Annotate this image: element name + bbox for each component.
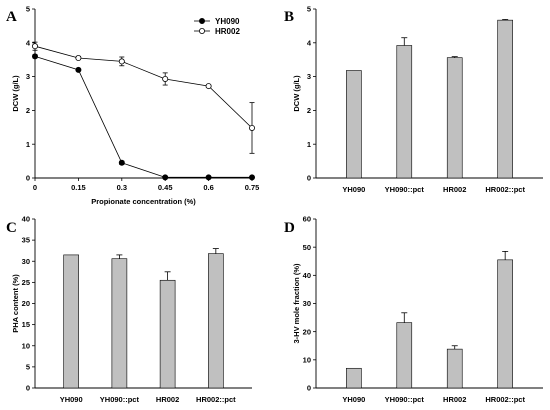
data-point-yh090: [32, 53, 39, 60]
bar: [446, 57, 463, 179]
panel-letter: D: [284, 220, 295, 236]
y-tick-label: 2: [307, 106, 311, 115]
x-tick-label: YH090: [60, 395, 83, 404]
x-tick-label: YH090::pct: [385, 185, 425, 194]
y-tick-label: 4: [307, 38, 312, 47]
legend-marker: [198, 17, 205, 24]
y-tick-label: 20: [22, 299, 30, 308]
bar: [446, 348, 463, 389]
bar: [208, 253, 224, 389]
y-tick-label: 3: [307, 72, 311, 81]
panel-letter: A: [6, 9, 17, 25]
bar: [346, 367, 362, 389]
y-axis-label: DCW (g/L): [11, 75, 20, 112]
x-tick-label: YH090: [342, 395, 365, 404]
data-point-yh090: [118, 159, 125, 166]
y-tick-label: 20: [303, 327, 311, 336]
bar: [111, 258, 128, 389]
y-tick-label: 0: [307, 384, 311, 393]
y-axis-label: 3-HV mole fraction (%): [292, 263, 301, 344]
x-tick-label: HR002: [156, 395, 179, 404]
panel-c: C 0 5 10 15 20 25 30 35 40 PHA content (%) YH090 YH0…: [6, 215, 252, 404]
bar: [346, 70, 362, 179]
y-tick-label: 2: [26, 106, 30, 115]
data-point-hr002: [205, 83, 212, 90]
y-tick-label: 1: [26, 140, 30, 149]
legend-label: YH090: [215, 17, 240, 26]
x-tick-label: 0.45: [158, 183, 173, 192]
panel-a: A 0 1 2 3 4 5 DCW (g/L) 0 0.15 0.3 0.45 0.6 0.75 Propi…: [6, 5, 259, 206]
x-tick-label: HR002::pct: [485, 185, 525, 194]
panel-d: D 0 10 20 30 40 50 60 3-HV mole fraction (%) YH09…: [284, 215, 543, 404]
bar: [497, 259, 513, 389]
y-tick-label: 5: [26, 5, 30, 14]
bar: [396, 322, 413, 389]
x-tick-label: HR002: [443, 185, 466, 194]
data-point-hr002: [75, 55, 82, 62]
y-tick-label: 60: [303, 215, 311, 224]
bar: [396, 45, 413, 179]
x-tick-label: 0.75: [245, 183, 260, 192]
data-point-yh090: [162, 174, 169, 181]
x-tick-label: HR002::pct: [196, 395, 236, 404]
y-tick-label: 0: [26, 174, 30, 183]
data-point-yh090: [248, 174, 255, 181]
x-tick-label: HR002::pct: [485, 395, 525, 404]
y-tick-label: 0: [307, 174, 311, 183]
y-tick-label: 35: [22, 236, 30, 245]
y-tick-label: 5: [26, 362, 30, 371]
series-line-yh090: [34, 55, 252, 178]
bar: [497, 19, 513, 179]
x-tick-label: 0.3: [117, 183, 127, 192]
x-tick-label: YH090: [342, 185, 365, 194]
bar: [63, 254, 79, 389]
y-tick-label: 0: [26, 384, 30, 393]
x-tick-label: 0.6: [203, 183, 213, 192]
x-tick-label: YH090::pct: [385, 395, 425, 404]
series-line-hr002: [34, 45, 253, 129]
y-tick-label: 10: [303, 355, 311, 364]
y-tick-label: 30: [303, 299, 311, 308]
y-tick-label: 40: [22, 215, 30, 224]
y-tick-label: 4: [26, 38, 31, 47]
panel-letter: B: [284, 9, 294, 25]
data-point-yh090: [205, 174, 212, 181]
data-point-hr002: [32, 43, 39, 50]
data-point-hr002: [248, 124, 255, 131]
data-point-hr002: [162, 75, 169, 82]
y-tick-label: 25: [22, 278, 30, 287]
y-tick-label: 10: [22, 341, 30, 350]
y-tick-label: 30: [22, 257, 30, 266]
y-tick-label: 15: [22, 320, 30, 329]
data-point-yh090: [75, 66, 82, 73]
data-point-hr002: [118, 58, 125, 65]
panel-letter: C: [6, 220, 17, 236]
y-axis-label: PHA content (%): [11, 274, 20, 333]
x-axis-label: Propionate concentration (%): [91, 197, 196, 206]
x-tick-label: HR002: [443, 395, 466, 404]
x-tick-label: YH090::pct: [100, 395, 140, 404]
y-tick-label: 3: [26, 72, 30, 81]
y-tick-label: 40: [303, 271, 311, 280]
x-tick-label: 0: [33, 183, 37, 192]
legend-label: HR002: [215, 27, 240, 36]
y-axis-label: DCW (g/L): [292, 75, 301, 112]
legend-marker: [198, 27, 205, 34]
x-tick-label: 0.15: [71, 183, 86, 192]
y-tick-label: 5: [307, 5, 311, 14]
bar: [159, 279, 176, 389]
y-tick-label: 50: [303, 243, 311, 252]
y-tick-label: 1: [307, 140, 311, 149]
